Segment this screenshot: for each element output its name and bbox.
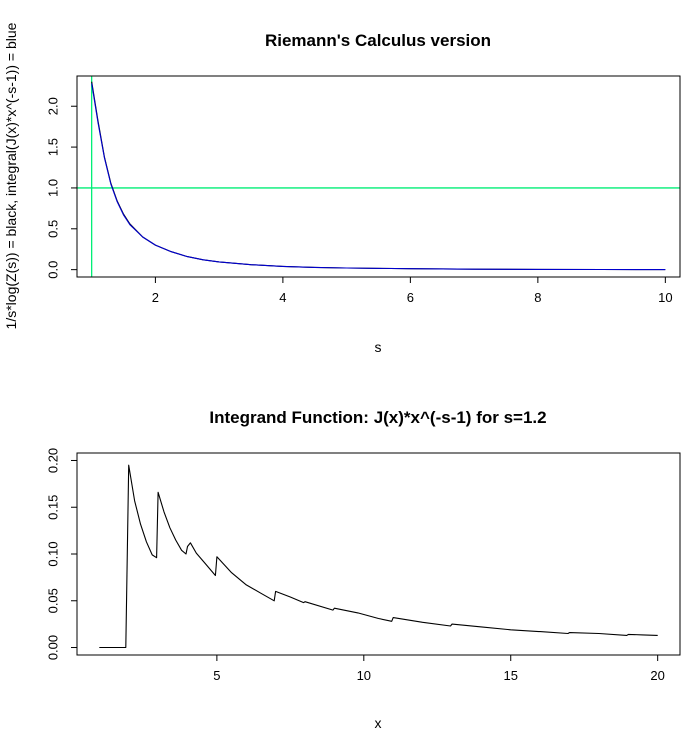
chart-1-title: Riemann's Calculus version	[265, 31, 491, 50]
chart-1-y-tick-label: 1.5	[46, 138, 61, 156]
chart-1-reference-lines	[77, 76, 680, 277]
chart-1-y-axis: 0.0 0.5 1.0 1.5 2.0	[46, 97, 78, 279]
chart-2-x-tick-label: 20	[650, 668, 664, 683]
chart-1-series-line-1	[91, 81, 666, 271]
chart-2-x-tick-label: 10	[357, 668, 371, 683]
chart-2-y-tick-label: 0.15	[46, 495, 61, 520]
chart-2-y-tick-label: 0.00	[46, 635, 61, 660]
chart-2-xlabel: x	[375, 715, 382, 731]
chart-1-x-tick-label: 8	[534, 290, 541, 305]
chart-1-series	[91, 81, 666, 271]
chart-2-x-tick-label: 5	[213, 668, 220, 683]
chart-2-x-tick-label: 15	[504, 668, 518, 683]
chart-2-title: Integrand Function: J(x)*x^(-s-1) for s=…	[209, 408, 546, 427]
chart-1-xlabel: s	[375, 339, 382, 355]
chart-1-x-tick-label: 10	[658, 290, 672, 305]
chart-1-y-tick-label: 1.0	[46, 179, 61, 197]
chart-1-x-axis: 2 4 6 8 10	[152, 276, 673, 305]
chart-1-y-tick-label: 2.0	[46, 97, 61, 115]
chart-1-x-tick-label: 6	[407, 290, 414, 305]
chart-1-x-tick-label: 4	[279, 290, 286, 305]
chart-1-ylabel: 1/s*log(Z(s)) = black, integral(J(x)*x^(…	[3, 22, 19, 329]
chart-2-series	[99, 464, 658, 649]
chart-2-y-tick-label: 0.10	[46, 541, 61, 566]
chart-panel-2: Integrand Function: J(x)*x^(-s-1) for s=…	[46, 408, 681, 731]
chart-1-plot-frame	[76, 75, 681, 278]
chart-1-series-line-2	[91, 83, 666, 271]
chart-1-y-tick-label: 0.0	[46, 261, 61, 279]
chart-2-plot-frame	[76, 452, 681, 656]
chart-1-x-tick-label: 2	[152, 290, 159, 305]
chart-1-y-tick-label: 0.5	[46, 220, 61, 238]
chart-2-x-axis: 5 10 15 20	[213, 654, 665, 683]
chart-2-y-tick-label: 0.05	[46, 588, 61, 613]
chart-2-y-tick-label: 0.20	[46, 448, 61, 473]
chart-panel-1: Riemann's Calculus version s 1/s*log(Z(s…	[3, 22, 681, 355]
chart-2-series-line-1	[99, 464, 658, 649]
chart-2-y-axis: 0.00 0.05 0.10 0.15 0.20	[46, 448, 78, 660]
